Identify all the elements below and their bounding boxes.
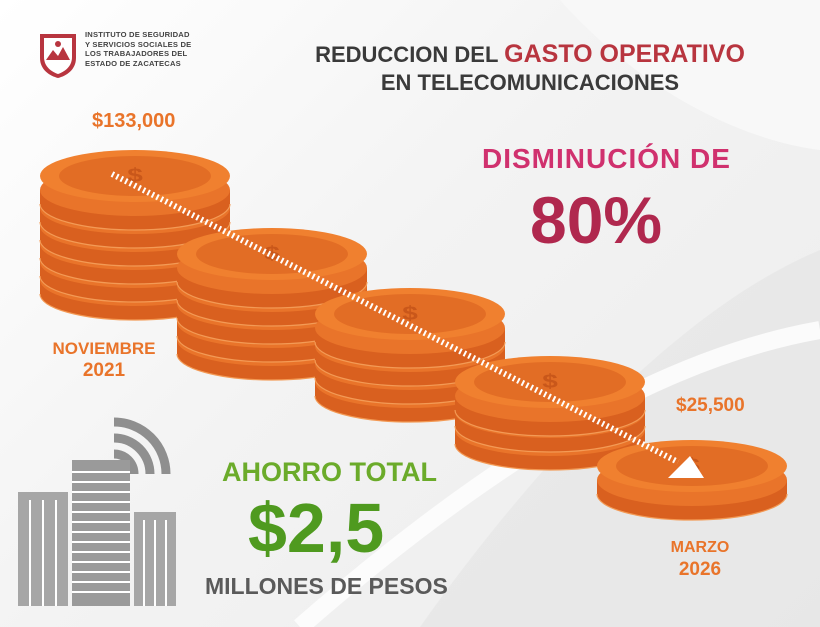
savings-label: AHORRO TOTAL (222, 457, 437, 487)
savings-value: $2,5 (248, 489, 385, 567)
trend-arrow-icon (668, 456, 704, 478)
end-month: MARZO (670, 539, 730, 556)
end-year: 2026 (678, 559, 722, 580)
title-line2: EN TELECOMUNICACIONES (380, 70, 680, 95)
coin-stack-5 (596, 440, 788, 521)
reduction-label: DISMINUCIÓN DE (482, 143, 731, 174)
title-part1: REDUCCION DEL (315, 42, 505, 67)
trend-line (110, 171, 680, 465)
end-date: MARZO 2026 (650, 537, 750, 581)
reduction-value: 80% (530, 183, 663, 257)
title-highlight: GASTO OPERATIVO (504, 40, 745, 68)
start-year: 2021 (82, 360, 126, 381)
institution-logo-icon (40, 34, 76, 78)
page-title: REDUCCION DEL GASTO OPERATIVO EN TELECOM… (240, 40, 820, 97)
savings-unit: MILLONES DE PESOS (205, 573, 448, 599)
start-date: NOVIEMBRE 2021 (44, 338, 164, 382)
start-month: NOVIEMBRE (52, 339, 156, 358)
building-signal-icon (18, 417, 176, 606)
institution-name: INSTITUTO DE SEGURIDAD Y SERVICIOS SOCIA… (85, 30, 192, 68)
start-amount: $133,000 (92, 110, 176, 132)
end-amount: $25,500 (676, 395, 745, 416)
